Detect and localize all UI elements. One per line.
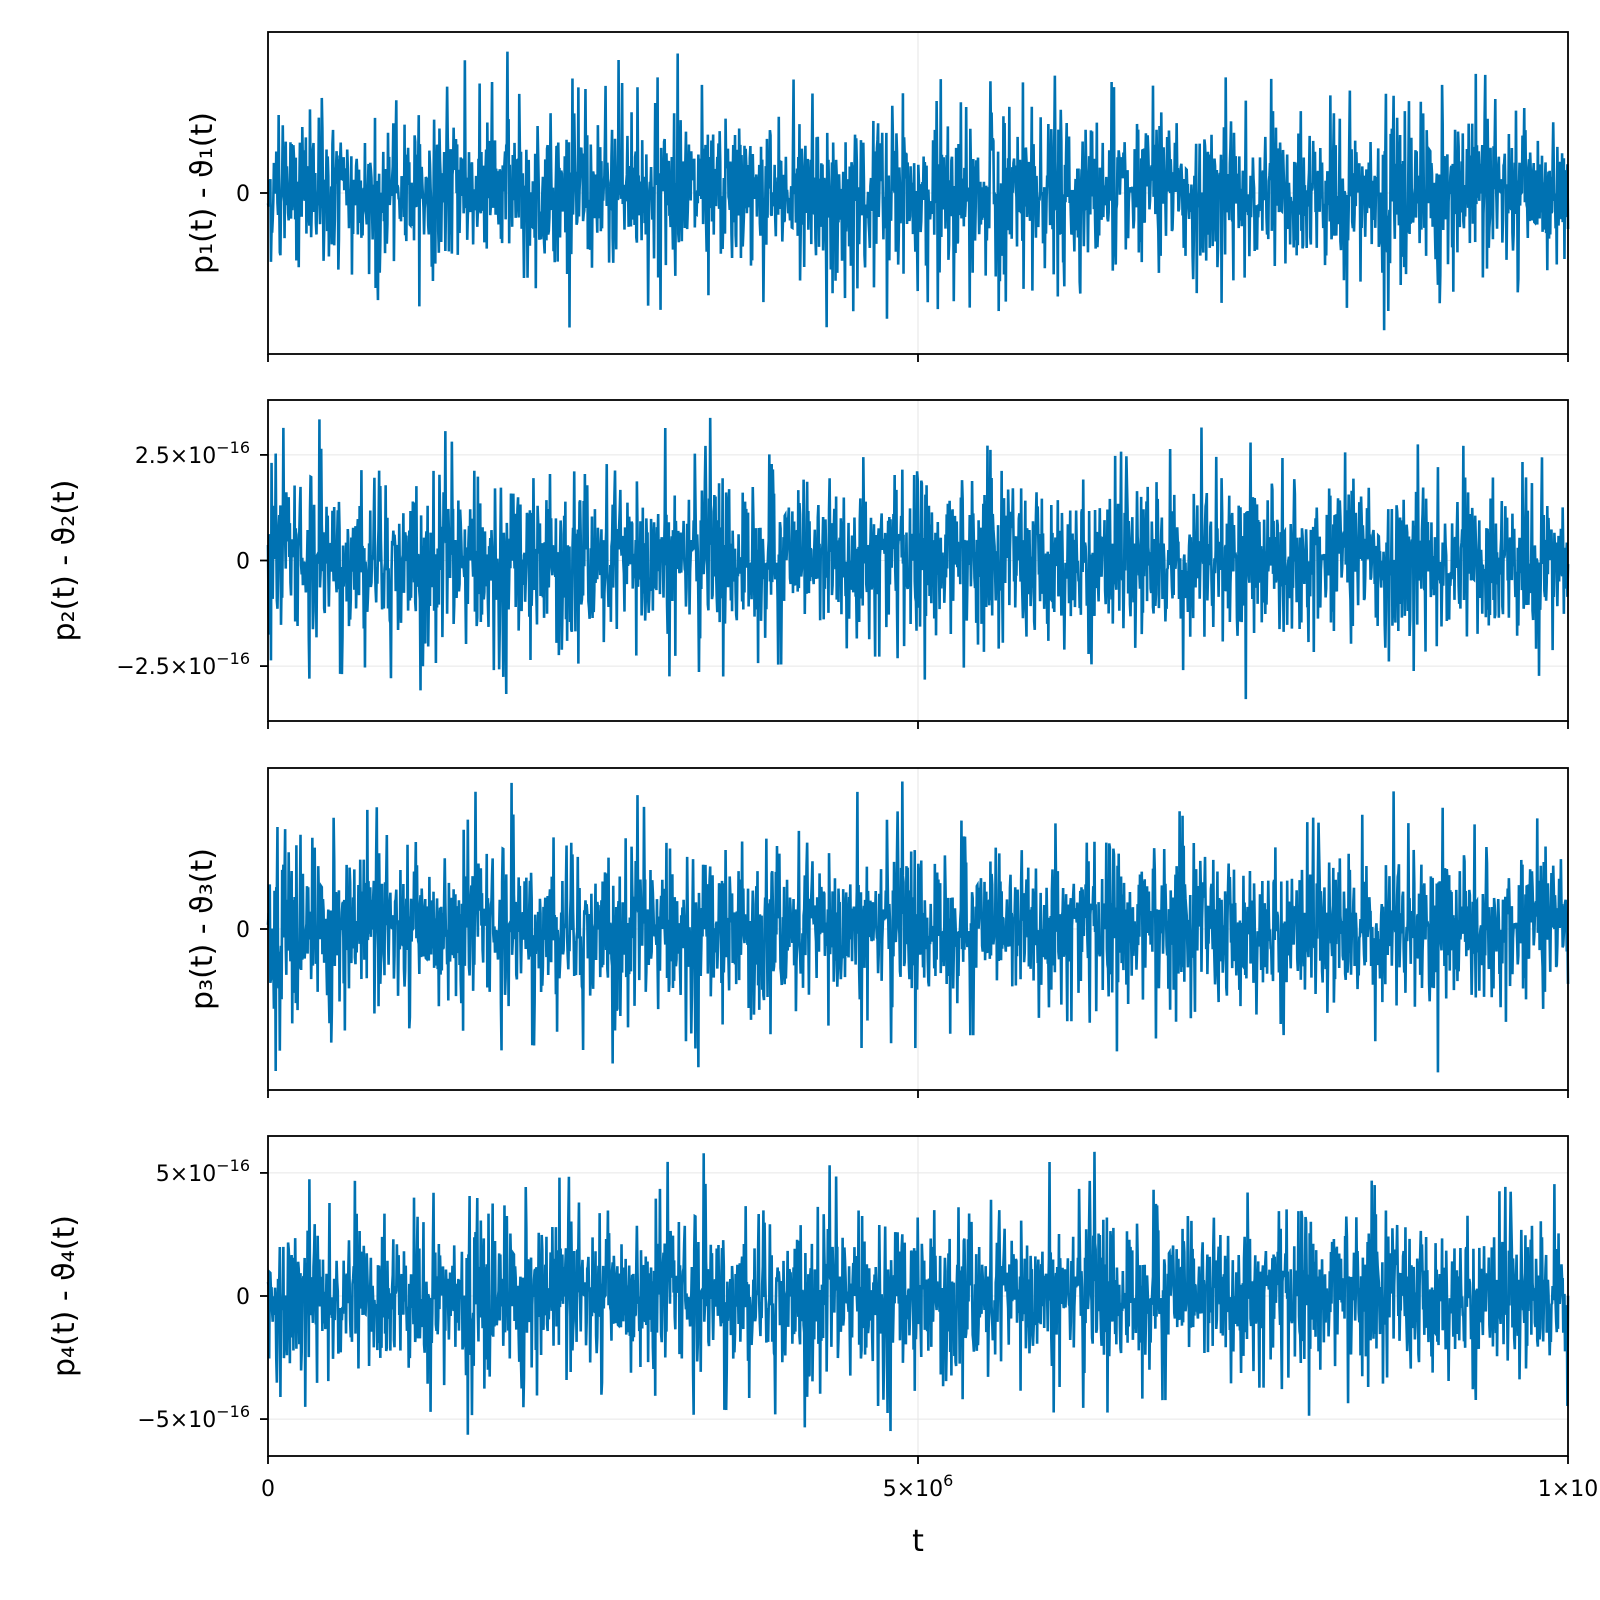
panel-4: 5×10−16 0 −5×10−16 p₄(t) - ϑ₄(t) 0 5×106 1×10 t bbox=[47, 1135, 1598, 1559]
y-axis-title: p₃(t) - ϑ₃(t) bbox=[185, 848, 220, 1010]
series-line bbox=[266, 417, 1570, 700]
y-tick-label: −2.5×10−16 bbox=[116, 649, 250, 680]
x-tick-label: 1×10 bbox=[1538, 1477, 1598, 1502]
y-tick-label: −5×10−16 bbox=[137, 1402, 250, 1433]
y-tick-label: 0 bbox=[236, 182, 250, 207]
y-axis-title: p₁(t) - ϑ₁(t) bbox=[185, 112, 220, 274]
y-tick-label: 5×10−16 bbox=[156, 1156, 250, 1187]
y-tick-label: 0 bbox=[236, 1285, 250, 1310]
y-axis-title: p₂(t) - ϑ₂(t) bbox=[47, 480, 82, 642]
y-tick-label: 2.5×10−16 bbox=[135, 438, 250, 469]
y-axis-title: p₄(t) - ϑ₄(t) bbox=[47, 1215, 82, 1377]
x-tick-label: 0 bbox=[261, 1477, 275, 1502]
panel-2: 2.5×10−16 0 −2.5×10−16 p₂(t) - ϑ₂(t) bbox=[47, 399, 1570, 729]
series-line bbox=[266, 1151, 1570, 1435]
panel-1: 0 p₁(t) - ϑ₁(t) bbox=[185, 31, 1570, 362]
panel-3: 0 p₃(t) - ϑ₃(t) bbox=[185, 767, 1570, 1098]
y-tick-label: 0 bbox=[236, 550, 250, 575]
x-axis-title: t bbox=[912, 1524, 924, 1559]
x-tick-label: 5×106 bbox=[883, 1471, 954, 1502]
series-line bbox=[266, 781, 1570, 1073]
y-tick-label: 0 bbox=[236, 918, 250, 943]
series-line bbox=[266, 51, 1570, 331]
